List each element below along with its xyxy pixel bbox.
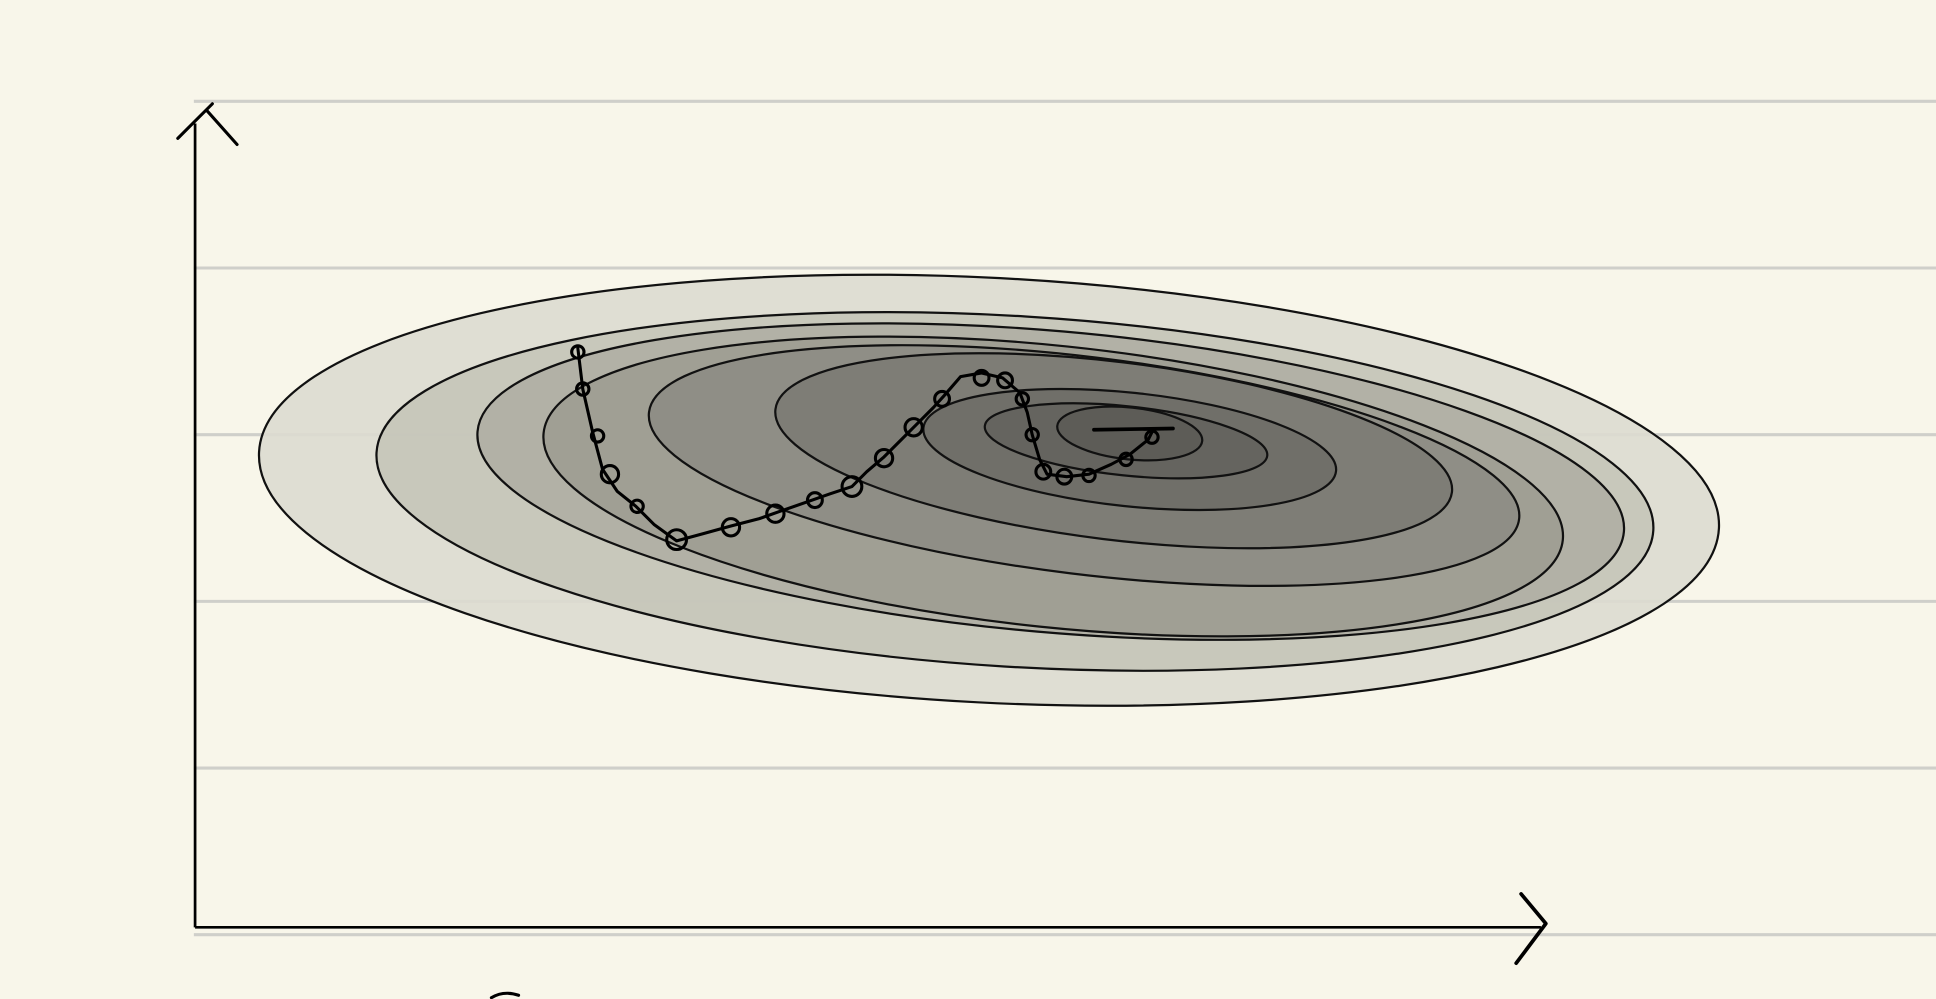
loop bbox=[933, 389, 952, 408]
loop bbox=[996, 371, 1014, 390]
loop bbox=[1055, 467, 1074, 486]
path-line bbox=[576, 346, 1155, 543]
stray-mark bbox=[489, 991, 521, 999]
contour bbox=[1056, 405, 1204, 462]
loop bbox=[599, 464, 621, 485]
loop bbox=[1014, 391, 1031, 407]
contours bbox=[257, 273, 1721, 707]
loop bbox=[972, 368, 991, 387]
loop bbox=[1118, 451, 1134, 468]
axes bbox=[176, 102, 1548, 999]
loop bbox=[1034, 462, 1053, 481]
loop bbox=[629, 498, 645, 515]
loop bbox=[873, 447, 895, 469]
loop bbox=[1024, 426, 1040, 443]
loop bbox=[805, 491, 824, 510]
loop bbox=[570, 344, 586, 360]
loop bbox=[1144, 429, 1160, 445]
loop bbox=[665, 528, 689, 552]
loop bbox=[840, 475, 864, 498]
y-axis-arrow bbox=[176, 102, 239, 147]
x-axis-arrow bbox=[1514, 892, 1548, 965]
loop bbox=[765, 503, 786, 524]
path-loops bbox=[570, 344, 1160, 552]
descent-path bbox=[570, 344, 1175, 552]
loop bbox=[720, 517, 742, 538]
loop bbox=[1081, 467, 1097, 484]
loop bbox=[589, 428, 606, 444]
path-line bbox=[1092, 426, 1175, 432]
loop bbox=[575, 381, 591, 397]
loop bbox=[903, 417, 924, 438]
